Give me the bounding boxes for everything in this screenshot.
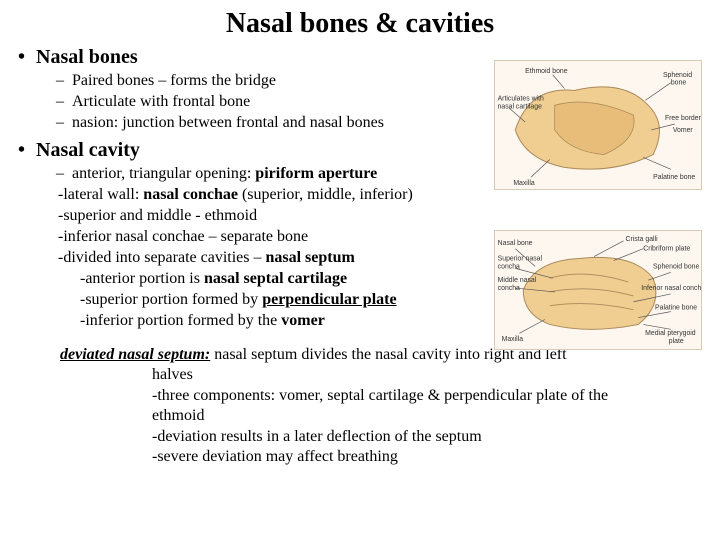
fig-top-label-1: Articulates with	[498, 95, 544, 102]
fig-bot-label-3: Middle nasal	[498, 277, 537, 284]
fig-top-label-7: Vomer	[673, 127, 694, 134]
nc-dash-1: -superior and middle - ethmoid	[18, 206, 702, 226]
fig-bot-label-1: Superior nasal	[498, 256, 543, 263]
nc-dash-0-pre: -lateral wall:	[58, 186, 143, 203]
fig-top-label-8: Palatine bone	[653, 174, 695, 181]
slide-title: Nasal bones & cavities	[18, 8, 702, 40]
dev-cont: halves	[60, 365, 702, 385]
nc-item-0-pre: anterior, triangular opening:	[72, 165, 255, 182]
fig-top-label-4: Sphenoid	[663, 72, 692, 79]
fig-bot-label-10: Palatine bone	[655, 305, 697, 312]
slide-container: Nasal bones & cavities Nasal bones Paire…	[0, 0, 720, 540]
nc-sub-1-pre: -superior portion formed by	[80, 291, 262, 308]
dev-d2: -deviation results in a later deflection…	[60, 427, 702, 447]
fig-top-label-3: Maxilla	[513, 180, 535, 187]
dev-d1: -three components: vomer, septal cartila…	[60, 386, 702, 406]
nc-sub-0-bold: nasal septal cartilage	[204, 270, 347, 287]
fig-bot-label-4: concha	[498, 285, 520, 292]
fig-bot-label-9: Inferior nasal concha	[641, 285, 701, 292]
nc-dash-0-bold: nasal conchae	[143, 186, 242, 203]
fig-top-label-2: nasal cartilage	[498, 103, 543, 110]
nc-sub-2-bold: vomer	[281, 312, 325, 329]
fig-bot-label-7: Cribriform plate	[643, 246, 690, 253]
nasal-bones-illustration-icon: Ethmoid bone Articulates with nasal cart…	[495, 61, 701, 189]
fig-bot-label-8: Sphenoid bone	[653, 263, 699, 270]
nc-sub-1-bold: perpendicular plate	[262, 291, 396, 308]
nc-dash-3-pre: -divided into separate cavities –	[58, 249, 265, 266]
dev-lead-biu: deviated nasal septum:	[60, 346, 210, 363]
fig-bot-label-5: Maxilla	[502, 336, 524, 343]
nc-item-0-bold: piriform aperture	[255, 165, 377, 182]
fig-top-label-0: Ethmoid bone	[525, 68, 568, 75]
nasal-cavity-illustration-icon: Nasal bone Superior nasal concha Middle …	[495, 231, 701, 349]
nc-sub-0-pre: -anterior portion is	[80, 270, 204, 287]
fig-bot-label-12: plate	[669, 338, 684, 345]
nc-sub-2-pre: -inferior portion formed by the	[80, 312, 281, 329]
fig-bot-label-6: Crista galli	[626, 236, 659, 243]
dev-d3: -severe deviation may affect breathing	[60, 447, 702, 467]
figure-nasal-cavity: Nasal bone Superior nasal concha Middle …	[494, 230, 702, 350]
fig-bot-label-11: Medial pterygoid	[645, 330, 696, 337]
nc-dash-3-bold: nasal septum	[265, 249, 354, 266]
fig-top-label-6: Free border	[665, 115, 701, 122]
fig-top-label-5: bone	[671, 80, 686, 87]
figure-nasal-bones: Ethmoid bone Articulates with nasal cart…	[494, 60, 702, 190]
deviated-block: deviated nasal septum: nasal septum divi…	[18, 345, 702, 468]
nc-dash-0-post: (superior, middle, inferior)	[242, 186, 413, 203]
fig-bot-label-0: Nasal bone	[498, 240, 533, 247]
fig-bot-label-2: concha	[498, 263, 520, 270]
dev-d1b: ethmoid	[60, 406, 702, 426]
